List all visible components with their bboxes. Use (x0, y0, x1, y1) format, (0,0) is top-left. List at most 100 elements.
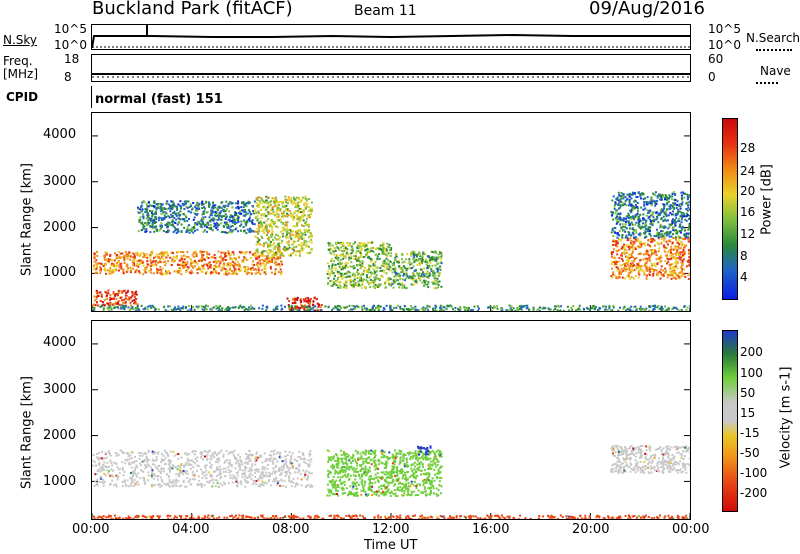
echo-cell (198, 266, 200, 269)
echo-cell (358, 251, 361, 254)
echo-cell (357, 280, 360, 283)
echo-cell (185, 206, 188, 208)
echo-cell (119, 307, 122, 310)
echo-cell (406, 308, 408, 310)
echo-cell (466, 309, 469, 311)
echo-cell (605, 308, 607, 311)
echo-cell (677, 273, 679, 276)
echo-cell (296, 471, 299, 474)
echo-cell (418, 253, 421, 256)
echo-cell (676, 261, 679, 264)
echo-cell (286, 199, 289, 202)
echo-cell (367, 241, 369, 244)
echo-cell (649, 305, 652, 308)
echo-cell (172, 255, 175, 258)
echo-cell (223, 258, 225, 261)
echo-cell (633, 257, 636, 260)
echo-cell (197, 306, 200, 309)
echo-cell (633, 241, 636, 244)
echo-cell (605, 305, 607, 308)
echo-cell (186, 255, 189, 258)
echo-cell (386, 278, 389, 281)
echo-cell (230, 262, 233, 265)
echo-cell (250, 459, 252, 462)
echo-cell (308, 198, 311, 200)
echo-cell (136, 260, 139, 263)
echo-cell (235, 258, 238, 261)
echo-cell (681, 274, 684, 277)
echo-cell (251, 253, 254, 256)
echo-cell (678, 309, 681, 311)
echo-cell (390, 248, 392, 251)
echo-cell (121, 252, 124, 255)
echo-cell (142, 308, 145, 311)
echo-cell (150, 264, 153, 267)
echo-cell (608, 305, 611, 308)
echo-cell (200, 270, 203, 273)
echo-cell (249, 251, 252, 253)
echo-cell (358, 245, 361, 248)
echo-cell (682, 248, 685, 251)
echo-cell (671, 263, 674, 265)
echo-cell (375, 307, 378, 309)
echo-cell (642, 208, 645, 211)
echo-cell (347, 275, 350, 278)
echo-cell (170, 213, 173, 216)
echo-cell (200, 468, 202, 471)
echo-cell (192, 218, 195, 221)
echo-cell (407, 308, 410, 310)
echo-cell (662, 234, 665, 237)
echo-cell (633, 236, 636, 239)
echo-cell (265, 219, 268, 222)
echo-cell (265, 308, 268, 311)
echo-cell (176, 223, 179, 226)
echo-cell (355, 252, 358, 255)
echo-cell (226, 223, 229, 226)
echo-cell (154, 228, 157, 230)
echo-cell (294, 305, 297, 308)
echo-cell (200, 251, 203, 254)
echo-cell (113, 307, 116, 310)
echo-cell (289, 233, 292, 235)
echo-cell (617, 199, 620, 202)
echo-cell (423, 267, 425, 270)
echo-cell (667, 219, 669, 222)
echo-cell (306, 299, 309, 302)
echo-cell (109, 253, 112, 256)
echo-cell (688, 223, 690, 226)
echo-cell (431, 264, 434, 267)
echo-cell (631, 259, 634, 262)
power-ytick-3000: 3000 (43, 174, 77, 189)
echo-cell (653, 305, 656, 308)
echo-cell (365, 244, 368, 247)
echo-cell (341, 242, 344, 245)
echo-cell (407, 309, 410, 311)
echo-cell (327, 277, 330, 280)
echo-cell (627, 246, 630, 249)
echo-cell (296, 203, 299, 206)
echo-cell (155, 203, 158, 206)
echo-cell (302, 298, 305, 301)
echo-cell (646, 196, 649, 199)
echo-cell (218, 265, 221, 268)
echo-cell (687, 253, 690, 256)
echo-cell (345, 276, 348, 279)
echo-cell (403, 305, 406, 307)
echo-cell (336, 307, 339, 310)
echo-cell (145, 253, 148, 256)
echo-cell (188, 231, 191, 234)
echo-cell (631, 228, 634, 231)
echo-cell (423, 285, 426, 287)
echo-cell (305, 217, 308, 220)
power-cbar-label: Power [dB] (759, 164, 775, 235)
echo-cell (363, 278, 365, 281)
echo-cell (627, 244, 630, 247)
echo-cell (152, 205, 155, 208)
echo-cell (224, 268, 227, 270)
echo-cell (124, 301, 127, 304)
echo-cell (182, 267, 185, 269)
echo-cell (269, 267, 272, 270)
echo-cell (237, 207, 240, 210)
echo-cell (626, 262, 629, 265)
echo-cell (397, 259, 400, 262)
